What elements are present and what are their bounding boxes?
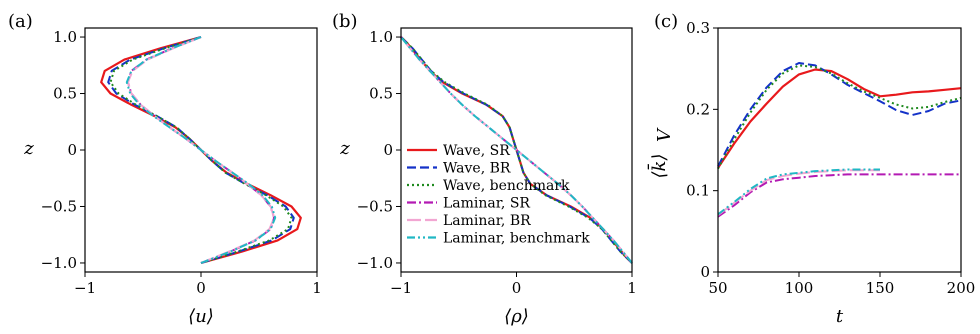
y-tick-label: 0.2: [686, 100, 710, 118]
series-line-laminar-benchmark: [125, 36, 277, 264]
legend-label-laminar-benchmark: Laminar, benchmark: [443, 231, 590, 247]
y-tick-label: −0.5: [357, 197, 393, 215]
axes-frame: [717, 27, 962, 273]
y-axis-label-subscript: V: [654, 127, 675, 142]
y-axis-label: z: [23, 138, 34, 159]
y-tick-label: 0: [67, 141, 77, 159]
legend-label-wave-benchmark: Wave, benchmark: [443, 178, 570, 194]
panel-label-a: (a): [8, 11, 33, 32]
y-tick-label: 0.3: [686, 19, 710, 37]
y-tick-label: −1.0: [357, 254, 393, 272]
x-axis-label: t: [836, 306, 844, 327]
panel-c: 50 100 150 200 0 0.1 0.2 0.3 t ⟨k̄⟩ V: [646, 19, 975, 327]
y-tick-label: 1.0: [369, 28, 393, 46]
x-tick-label: 50: [708, 279, 727, 297]
legend-label-wave-sr: Wave, SR: [443, 143, 510, 159]
y-axis-label: ⟨k̄⟩ V: [646, 127, 675, 178]
x-tick-label: 0: [512, 279, 522, 297]
x-tick-label: −1: [390, 279, 412, 297]
x-axis-label: ⟨u⟩: [188, 306, 214, 327]
x-tick-label: 0: [196, 279, 206, 297]
series-line-wave-br: [717, 62, 962, 167]
series-line-laminar-br: [400, 36, 633, 264]
panel-b: −1 0 1 1.0 0.5 0 −0.5 −1.0 ⟨ρ⟩ z Wave, SR Wave, BRW…: [339, 27, 637, 327]
y-tick-label: 0: [700, 263, 710, 281]
x-axis-label: ⟨ρ⟩: [504, 306, 529, 327]
series-line-wave-sr: [717, 68, 962, 169]
y-tick-label: −0.5: [41, 197, 77, 215]
series-line-laminar-benchmark: [400, 36, 633, 264]
legend-label-laminar-sr: Laminar, SR: [443, 196, 530, 212]
y-tick-label: 0.1: [686, 182, 710, 200]
series-line-laminar-sr: [717, 173, 961, 218]
y-axis-label: z: [339, 138, 350, 159]
x-tick-label: 1: [627, 279, 637, 297]
y-tick-label: 1.0: [53, 28, 77, 46]
x-tick-label: 100: [785, 279, 814, 297]
y-tick-label: 0.5: [369, 85, 393, 103]
panel-label-c: (c): [654, 11, 678, 32]
panel-label-b: (b): [332, 11, 358, 32]
y-tick-label: 0: [383, 141, 393, 159]
x-tick-label: 1: [312, 279, 322, 297]
x-tick-label: 150: [866, 279, 895, 297]
y-tick-label: −1.0: [41, 254, 77, 272]
series-line-laminar-benchmark: [717, 168, 880, 216]
panel-a: −1 0 1 1.0 0.5 0 −0.5 −1.0 ⟨u⟩ z: [23, 27, 322, 327]
y-tick-label: 0.5: [53, 85, 77, 103]
legend-label-laminar-br: Laminar, BR: [443, 213, 531, 229]
series-line-wave-benchmark: [400, 36, 633, 264]
x-tick-label: 200: [947, 279, 976, 297]
legend-label-wave-br: Wave, BR: [443, 161, 511, 177]
y-axis-label-main: ⟨k̄⟩: [646, 154, 670, 179]
x-tick-label: −1: [74, 279, 96, 297]
